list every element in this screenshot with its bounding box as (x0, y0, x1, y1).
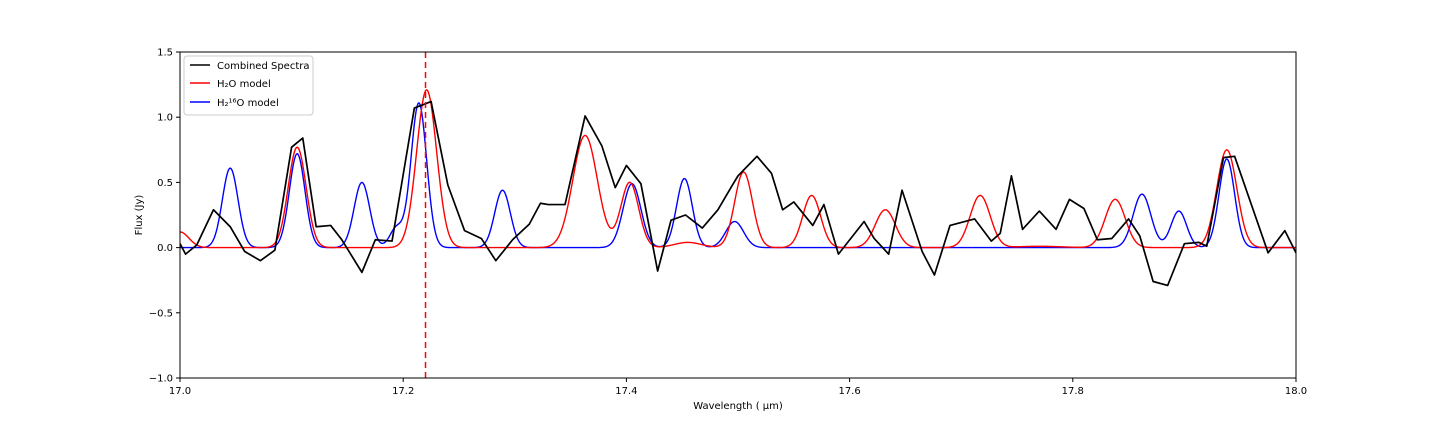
series-combined-spectra (180, 100, 1296, 287)
y-tick-label: 1.0 (157, 113, 173, 124)
x-tick-label: 17.0 (169, 386, 191, 397)
x-tick-label: 17.8 (1062, 386, 1084, 397)
y-axis-label: Flux (Jy) (134, 195, 145, 236)
legend-label-h2o: H₂O model (217, 79, 271, 90)
x-tick-label: 18.0 (1285, 386, 1307, 397)
y-tick-label: 1.5 (157, 48, 173, 59)
x-tick-label: 17.4 (615, 386, 637, 397)
legend-label-combined: Combined Spectra (217, 61, 310, 72)
legend: Combined Spectra H₂O model H₂¹⁶O model (183, 55, 314, 116)
x-axis-label: Wavelength ( μm) (693, 401, 783, 412)
y-tick-label: −1.0 (149, 374, 173, 385)
axes-frame (179, 51, 1297, 379)
x-tick-label: 17.6 (838, 386, 860, 397)
y-tick-label: 0.0 (157, 243, 173, 254)
legend-label-h2-16o: H₂¹⁶O model (217, 98, 279, 109)
series-h2-16o-model (180, 102, 1296, 249)
y-axis: −1.0 −0.5 0.0 0.5 1.0 1.5 (149, 48, 180, 385)
y-tick-label: 0.5 (157, 178, 173, 189)
series-layer (180, 89, 1296, 287)
y-tick-label: −0.5 (149, 308, 173, 319)
x-tick-label: 17.2 (392, 386, 414, 397)
series-h2o-model (180, 89, 1296, 249)
legend-box (183, 55, 314, 116)
x-axis: 17.0 17.2 17.4 17.6 17.8 18.0 (169, 378, 1307, 397)
